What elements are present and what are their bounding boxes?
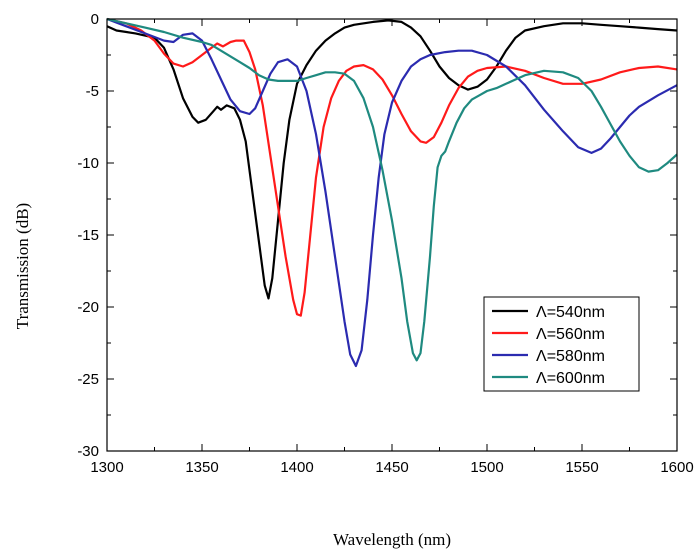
series-line bbox=[106, 17, 678, 368]
legend-box bbox=[483, 296, 640, 392]
axes: 1300 1350 1400 1450 1500 1550 1600 0 -5 -10 -15 -20… bbox=[77, 11, 693, 476]
series-line bbox=[106, 17, 678, 317]
x-axis-label: Wavelength (nm) bbox=[333, 530, 451, 549]
x-tick-label: 1500 bbox=[470, 459, 503, 476]
legend-label: Λ=580nm bbox=[536, 348, 605, 365]
series-lines bbox=[106, 17, 678, 368]
x-tick-label: 1300 bbox=[90, 459, 123, 476]
y-tick-label: 0 bbox=[91, 11, 99, 28]
y-tick-label: -15 bbox=[77, 227, 99, 244]
y-tick-label: -25 bbox=[77, 371, 99, 388]
legend-label: Λ=600nm bbox=[536, 370, 605, 387]
x-tick-label: 1450 bbox=[375, 459, 408, 476]
plot-border bbox=[106, 18, 678, 452]
legend: Λ=540nm Λ=560nm Λ=580nm Λ=600nm bbox=[483, 296, 640, 392]
y-axis-label: Transmission (dB) bbox=[13, 203, 32, 329]
series-line bbox=[106, 19, 678, 300]
y-tick-label: -10 bbox=[77, 155, 99, 172]
x-tick-label: 1600 bbox=[660, 459, 693, 476]
series-line bbox=[106, 17, 678, 362]
y-tick-label: -20 bbox=[77, 299, 99, 316]
plot-frame bbox=[106, 18, 678, 452]
legend-label: Λ=540nm bbox=[536, 304, 605, 321]
legend-label: Λ=560nm bbox=[536, 326, 605, 343]
y-tick-label: -30 bbox=[77, 443, 99, 460]
y-tick-label: -5 bbox=[86, 83, 99, 100]
x-tick-label: 1350 bbox=[185, 459, 218, 476]
x-tick-label: 1550 bbox=[565, 459, 598, 476]
x-tick-label: 1400 bbox=[280, 459, 313, 476]
